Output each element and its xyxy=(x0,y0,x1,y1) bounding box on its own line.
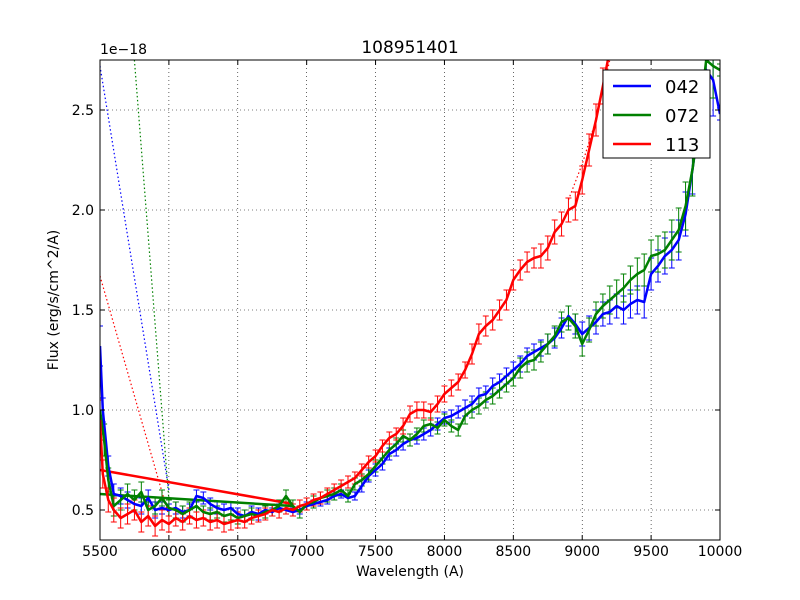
y-offset-label: 1e−18 xyxy=(100,42,147,58)
x-tick-label: 7000 xyxy=(289,544,325,560)
x-tick-label: 9500 xyxy=(633,544,669,560)
plot-area-frame xyxy=(99,59,721,541)
series-line-113 xyxy=(100,60,610,528)
chart-title: 108951401 xyxy=(361,38,458,58)
axes-ticks: 5500 6000 6500 7000 7500 8000 8500 9000 9500 1000… xyxy=(72,60,743,560)
series-line-042 xyxy=(100,68,720,518)
y-tick-label: 0.5 xyxy=(72,503,94,519)
legend: 042 072 113 xyxy=(602,69,711,159)
y-tick-label: 2.5 xyxy=(72,103,94,119)
y-tick-label: 1.0 xyxy=(72,403,94,419)
fit-line-072 xyxy=(133,60,170,501)
series-line-072 xyxy=(100,60,720,520)
x-tick-label: 8000 xyxy=(427,544,463,560)
x-tick-label: 7500 xyxy=(358,544,394,560)
x-tick-label: 6000 xyxy=(151,544,187,560)
continuum-line xyxy=(100,468,294,506)
x-tick-label: 6500 xyxy=(220,544,256,560)
x-tick-label: 10000 xyxy=(698,544,743,560)
x-tick-label: 5500 xyxy=(82,544,118,560)
y-axis-label: Flux (erg/s/cm^2/A) xyxy=(46,230,62,370)
legend-label-042: 042 xyxy=(665,77,699,98)
y-tick-label: 1.5 xyxy=(72,303,94,319)
x-tick-label: 8500 xyxy=(496,544,532,560)
y-tick-label: 2.0 xyxy=(72,203,94,219)
x-axis-label: Wavelength (A) xyxy=(356,564,464,580)
legend-label-113: 113 xyxy=(665,135,699,156)
x-tick-label: 9000 xyxy=(564,544,600,560)
continuum-line xyxy=(100,492,293,508)
legend-label-072: 072 xyxy=(665,106,699,127)
fit-line-113 xyxy=(100,275,170,517)
